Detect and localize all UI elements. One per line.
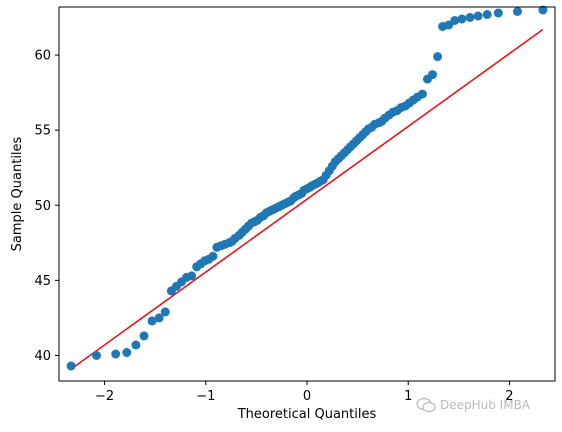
y-axis-label: Sample Quantiles [10,136,25,251]
data-point [154,313,164,323]
watermark: DeepHub IMBA [416,398,530,412]
x-axis-label: Theoretical Quantiles [237,407,377,422]
y-tick-label: 55 [34,124,51,139]
data-point [493,8,503,18]
data-point [417,89,427,99]
data-point [122,348,132,357]
reference-line-group [70,28,544,370]
data-point [92,351,101,360]
x-tick-label: 1 [404,389,412,404]
data-point [187,271,197,281]
data-point [160,307,170,317]
data-point [482,10,492,19]
x-axis-ticks: −2 −1 0 1 2 [95,381,514,404]
data-point [147,316,157,326]
wechat-icon [416,398,436,412]
watermark-text: DeepHub IMBA [440,398,531,412]
x-tick-label: −2 [95,389,114,404]
y-tick-label: 50 [34,199,51,214]
data-points [66,5,548,371]
reference-line [70,28,544,370]
y-tick-label: 40 [34,349,51,364]
data-point [457,14,467,24]
data-point [450,16,460,25]
data-point [538,5,548,15]
data-point [428,70,437,80]
data-point [465,13,475,22]
x-tick-label: 2 [505,389,513,404]
x-tick-label: −1 [196,389,215,404]
data-point [111,349,121,359]
data-point [131,340,141,350]
data-point [208,251,218,261]
data-point [139,331,149,341]
y-axis-ticks: 40 45 50 55 60 [34,49,59,364]
data-point [433,52,443,62]
x-tick-label: 0 [303,389,311,404]
y-tick-label: 60 [34,49,51,64]
data-point [513,7,522,16]
data-point [66,361,76,371]
data-point [473,11,483,21]
y-tick-label: 45 [34,274,51,289]
